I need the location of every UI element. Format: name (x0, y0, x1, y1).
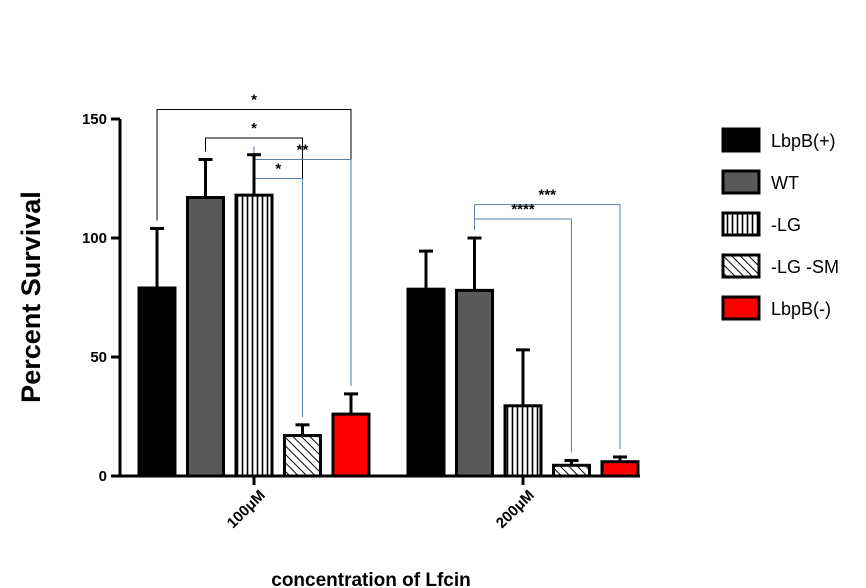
legend-swatch (721, 253, 761, 279)
bar (600, 460, 640, 478)
bar (406, 287, 446, 478)
significance-brackets: ************ (156, 91, 621, 453)
bar (552, 463, 591, 478)
y-tick-label: 100 (82, 230, 107, 247)
bar (186, 196, 225, 478)
legend: LbpB(+) WT -LG -LG -SM LbpB(-) (721, 127, 839, 321)
bar (234, 193, 274, 478)
legend-label: -LG (771, 215, 801, 235)
significance-label: * (251, 120, 257, 137)
legend-label: LbpB(+) (771, 131, 836, 151)
y-tick-label: 0 (99, 468, 107, 485)
significance-bracket (474, 218, 572, 453)
bar (137, 286, 177, 478)
y-tick-label: 50 (90, 349, 107, 366)
legend-swatch (721, 169, 761, 195)
legend-swatch (721, 295, 761, 321)
x-tick-label: 200μM (493, 487, 538, 532)
y-axis-title: Percent Survival (16, 191, 46, 403)
legend-swatch (721, 127, 761, 153)
bars (137, 153, 640, 478)
bar (331, 412, 371, 478)
bar (503, 404, 543, 478)
significance-label: * (251, 91, 257, 108)
legend-label: -LG -SM (771, 257, 839, 277)
significance-bracket (474, 204, 621, 449)
x-tick-label: 100μM (224, 487, 269, 532)
legend-swatch (721, 211, 761, 237)
x-axis-title: concentration of Lfcin (271, 570, 471, 588)
significance-label: * (275, 161, 281, 178)
significance-label: **** (511, 201, 535, 218)
y-tick-label: 150 (82, 111, 107, 128)
legend-label: LbpB(-) (771, 299, 831, 319)
bar (283, 434, 322, 478)
significance-label: *** (538, 187, 556, 204)
legend-label: WT (771, 173, 799, 193)
bar (455, 288, 494, 478)
significance-label: ** (297, 141, 309, 158)
